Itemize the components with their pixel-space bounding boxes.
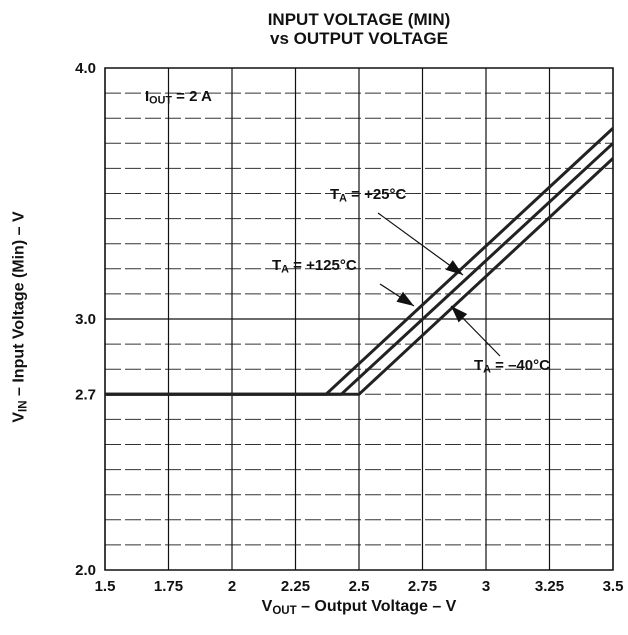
- series-line-2: [105, 157, 615, 396]
- chart-title-line1: INPUT VOLTAGE (MIN): [267, 10, 451, 29]
- annotation-ta-minus40: TA = –40°C: [474, 357, 550, 376]
- chart-title-line2: vs OUTPUT VOLTAGE: [270, 29, 448, 48]
- arrow-ta-minus40-head: [451, 306, 468, 323]
- y-axis-label: VIN – Input Voltage (Min) – V: [10, 211, 30, 423]
- annotation-ta-25: TA = +25°C: [330, 186, 407, 205]
- x-tick-label: 1.75: [154, 578, 183, 595]
- condition-label: IOUT = 2 A: [145, 88, 212, 107]
- plot-frame: [104, 67, 614, 571]
- y-tick-label: 4.0: [75, 60, 96, 77]
- x-tick-label: 3: [482, 578, 490, 595]
- arrow-ta-125-head: [396, 291, 414, 306]
- x-tick-label: 1.5: [95, 578, 116, 595]
- x-axis-label: VOUT – Output Voltage – V: [261, 598, 457, 617]
- y-tick-label: 2.7: [75, 386, 96, 403]
- x-tick-label: 3.5: [603, 578, 624, 595]
- x-tick-label: 2.25: [281, 578, 310, 595]
- annotation-ta-125: TA = +125°C: [272, 257, 357, 276]
- x-tick-label: 3.25: [535, 578, 564, 595]
- x-tick-label: 2.5: [349, 578, 370, 595]
- y-tick-label: 3.0: [75, 311, 96, 328]
- y-tick-label: 2.0: [75, 562, 96, 579]
- x-tick-label: 2.75: [408, 578, 437, 595]
- x-tick-label: 2: [228, 578, 236, 595]
- arrow-ta-25-head: [445, 260, 463, 275]
- arrow-ta-25-line: [377, 212, 464, 276]
